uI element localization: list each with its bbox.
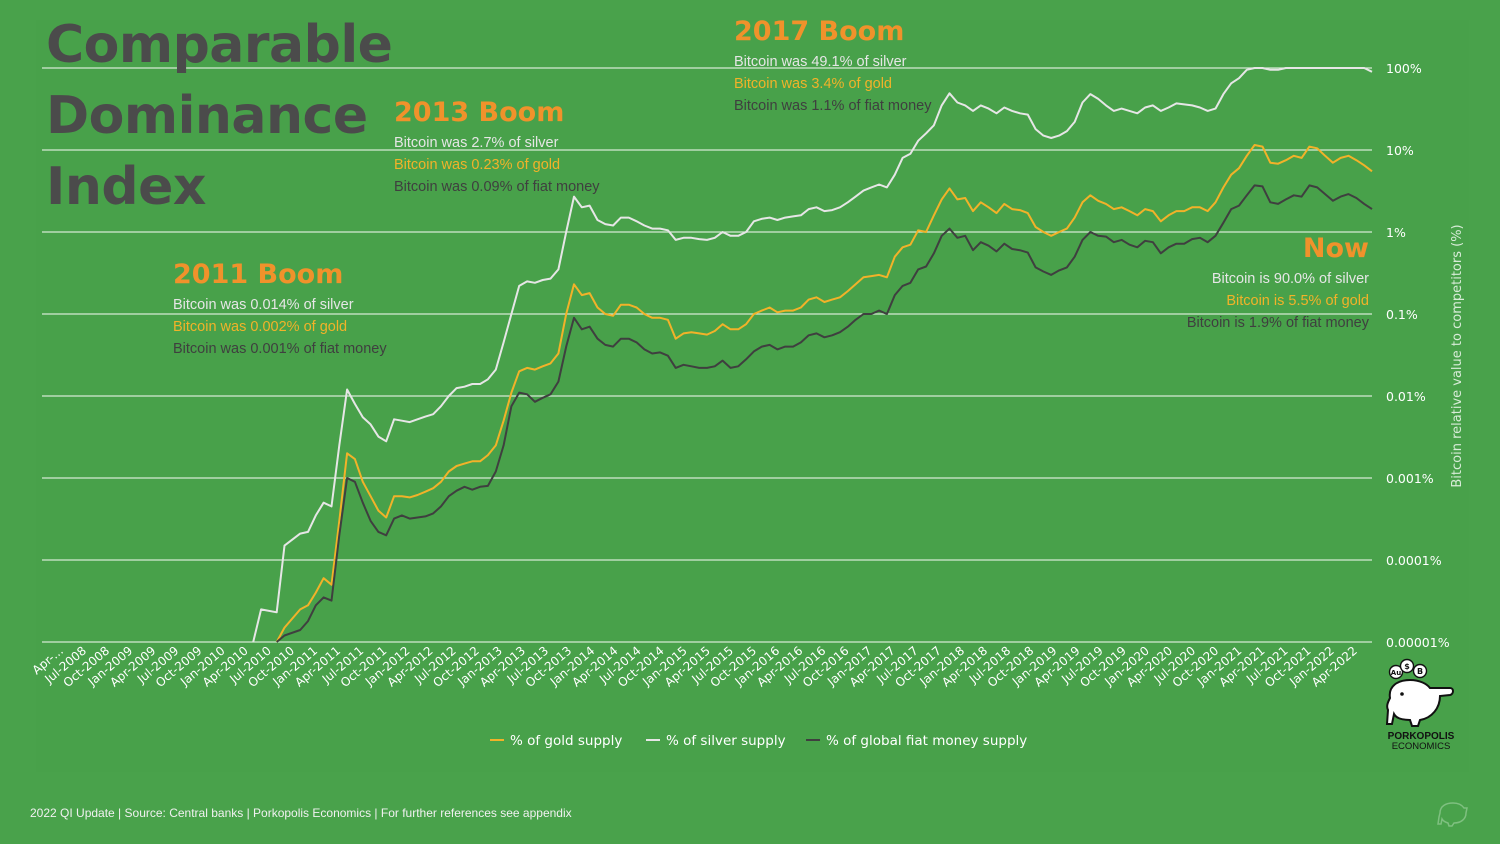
coin-label: Au xyxy=(1391,669,1401,677)
annotation-silver: Bitcoin was 0.014% of silver xyxy=(173,297,354,313)
coin-label: B xyxy=(1417,667,1423,676)
y-tick-label: 0.01% xyxy=(1386,389,1426,404)
y-tick-label: 1% xyxy=(1386,225,1406,240)
gridlines xyxy=(42,67,1372,643)
annotation-now: Now Bitcoin is 90.0% of silver Bitcoin i… xyxy=(1187,232,1369,334)
legend-label: % of silver supply xyxy=(666,733,786,749)
title-line: Comparable xyxy=(46,15,393,75)
annotation-fiat: Bitcoin was 0.001% of fiat money xyxy=(173,341,387,357)
legend-label: % of gold supply xyxy=(510,733,622,749)
y-tick-label: 0.0001% xyxy=(1386,553,1442,568)
annotation-heading: 2011 Boom xyxy=(173,259,344,290)
annotation-fiat: Bitcoin is 1.9% of fiat money xyxy=(1186,315,1369,331)
logo-text: ECONOMICS xyxy=(1391,741,1451,752)
pig-watermark-icon xyxy=(1437,802,1468,827)
series-line-silver xyxy=(252,67,1373,643)
annotation-silver: Bitcoin was 49.1% of silver xyxy=(734,54,907,70)
title-line: Index xyxy=(46,157,206,217)
annotation-gold: Bitcoin was 3.4% of gold xyxy=(734,76,892,92)
annotation-2013-boom: 2013 Boom Bitcoin was 2.7% of silver Bit… xyxy=(394,96,600,198)
y-tick-label: 0.00001% xyxy=(1386,635,1450,650)
legend: % of gold supply % of silver supply % of g… xyxy=(490,733,1027,749)
series-lines xyxy=(252,67,1373,643)
annotation-silver: Bitcoin was 2.7% of silver xyxy=(394,135,559,151)
annotation-fiat: Bitcoin was 0.09% of fiat money xyxy=(394,179,600,195)
annotation-heading: 2017 Boom xyxy=(734,16,905,47)
annotation-gold: Bitcoin was 0.23% of gold xyxy=(394,157,561,173)
logo-text: PORKOPOLIS xyxy=(1387,731,1455,742)
annotation-2017-boom: 2017 Boom Bitcoin was 49.1% of silver Bi… xyxy=(734,15,931,117)
coin-label: $ xyxy=(1404,662,1410,671)
x-tick-labels: Apr-...Jul-2008Oct-2008Jan-2009Apr-2009J… xyxy=(30,644,1360,690)
title-line: Dominance xyxy=(46,86,368,146)
annotation-heading: 2013 Boom xyxy=(394,97,565,128)
y-tick-label: 0.1% xyxy=(1386,307,1418,322)
y-axis-label: Bitcoin relative value to competitors (%… xyxy=(1450,224,1465,487)
annotation-fiat: Bitcoin was 1.1% of fiat money xyxy=(734,98,932,114)
annotation-2011-boom: 2011 Boom Bitcoin was 0.014% of silver B… xyxy=(173,258,387,360)
piggy-bank-icon: Au $ B xyxy=(1385,658,1454,727)
annotation-heading: Now xyxy=(1302,233,1369,264)
y-tick-label: 100% xyxy=(1386,61,1422,76)
annotation-silver: Bitcoin is 90.0% of silver xyxy=(1211,271,1369,287)
series-line-gold xyxy=(275,144,1373,643)
y-tick-label: 10% xyxy=(1386,143,1414,158)
series-line-fiat xyxy=(276,184,1373,643)
footer-source: 2022 QI Update | Source: Central banks |… xyxy=(30,806,572,820)
y-tick-label: 0.001% xyxy=(1386,471,1434,486)
legend-label: % of global fiat money supply xyxy=(826,733,1027,749)
y-tick-labels: 100% 10% 1% 0.1% 0.01% 0.001% 0.0001% 0.00001% xyxy=(1386,61,1450,650)
porkopolis-logo: Au $ B PORKOPOLIS ECONOMICS xyxy=(1380,658,1462,752)
page-title: Comparable Dominance Index xyxy=(46,10,393,223)
annotation-gold: Bitcoin is 5.5% of gold xyxy=(1226,293,1369,309)
annotation-gold: Bitcoin was 0.002% of gold xyxy=(173,319,348,335)
